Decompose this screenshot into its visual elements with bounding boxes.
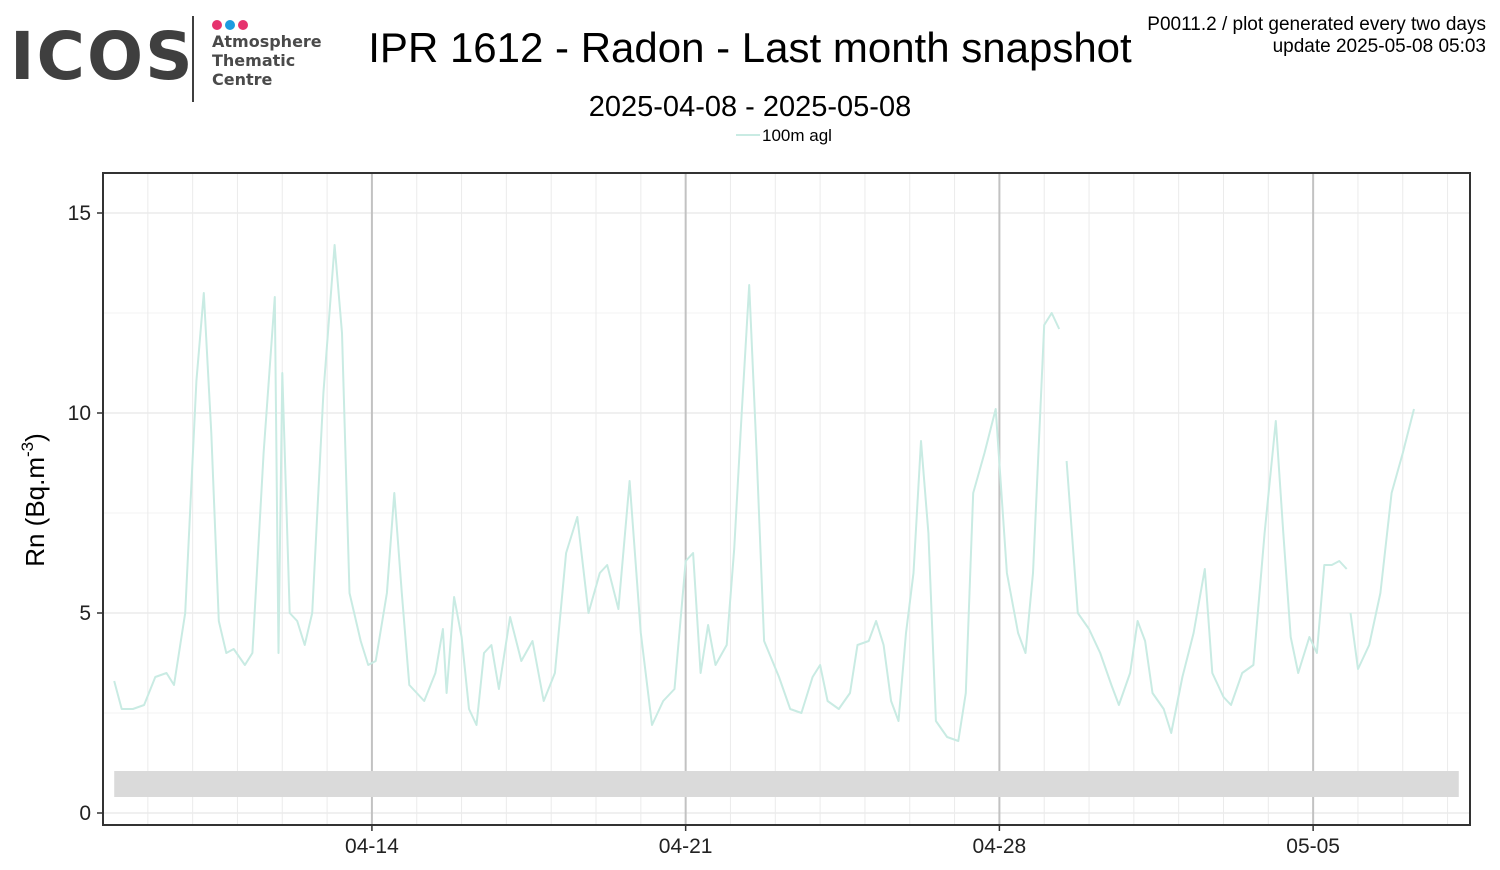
plot-id: P0011.2 / plot generated every two days (1147, 14, 1486, 35)
series-line (113, 244, 1061, 742)
y-tick-label: 0 (79, 802, 91, 825)
logo-dot (238, 20, 248, 30)
legend-label: 100m agl (762, 126, 832, 145)
chart-title: IPR 1612 - Radon - Last month snapshot (368, 24, 1132, 71)
logo-dot (212, 20, 222, 30)
x-tick-label: 05-05 (1286, 835, 1340, 858)
y-tick-label: 10 (68, 402, 91, 425)
x-tick-label: 04-14 (345, 835, 399, 858)
logo-line: Centre (212, 70, 273, 89)
icos-logo: ICOS Atmosphere Thematic Centre (10, 14, 330, 106)
logo-divider (192, 16, 194, 102)
logo-wordmark: ICOS (10, 18, 195, 95)
plot-panel (103, 173, 1470, 825)
svg-text:Rn (Bq.m-3): Rn (Bq.m-3) (18, 433, 50, 567)
logo-line: Atmosphere (212, 32, 322, 51)
logo-text: Atmosphere Thematic Centre (212, 32, 322, 89)
plot-meta: P0011.2 / plot generated every two days … (1147, 14, 1486, 58)
y-tick-label: 5 (79, 602, 91, 625)
x-tick-label: 04-21 (659, 835, 713, 858)
logo-dot (225, 20, 235, 30)
y-axis-title-text: Rn (Bq.m (20, 457, 50, 567)
legend-key (736, 134, 760, 136)
update-timestamp: update 2025-05-08 05:03 (1272, 36, 1486, 57)
plot-border (102, 172, 1471, 826)
logo-line: Thematic (212, 51, 296, 70)
y-axis-title-suffix: ) (20, 433, 50, 442)
y-axis-title-exponent: -3 (18, 442, 37, 457)
reference-band (114, 771, 1459, 797)
series-line (1349, 408, 1415, 670)
series-line (1065, 420, 1348, 734)
chart-subtitle: 2025-04-08 - 2025-05-08 (588, 91, 912, 123)
logo-dots (212, 17, 251, 35)
x-tick-label: 04-28 (973, 835, 1027, 858)
y-tick-label: 15 (68, 202, 91, 225)
y-axis-title: Rn (Bq.m-3) (18, 433, 50, 567)
